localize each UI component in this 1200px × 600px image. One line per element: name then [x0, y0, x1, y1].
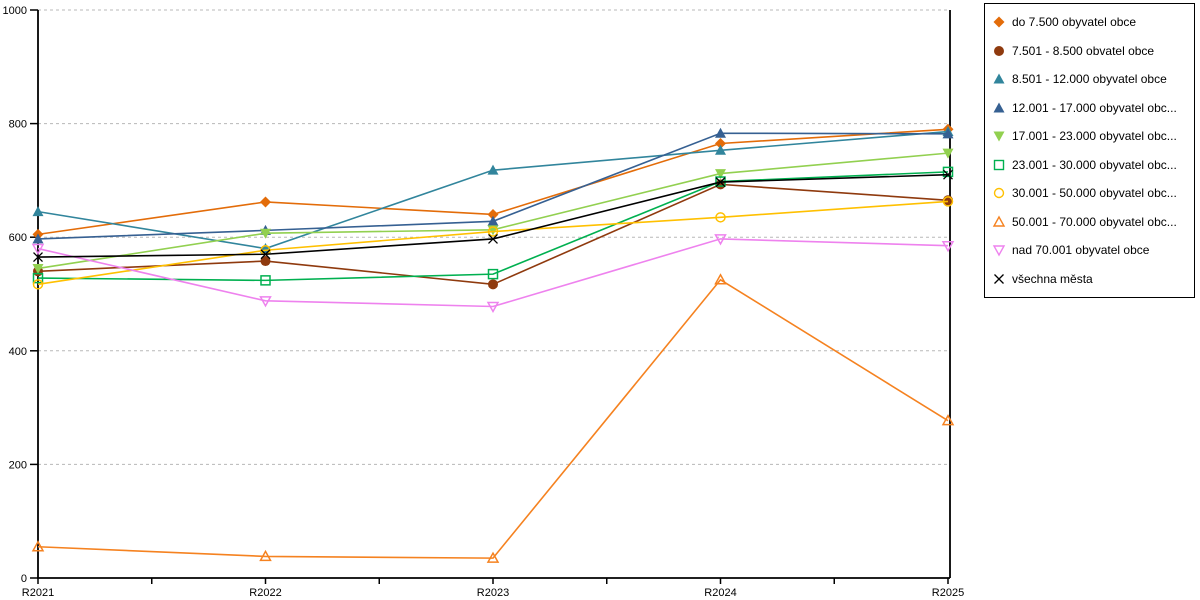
chart-legend: do 7.500 obyvatel obce 7.501 - 8.500 obva…: [984, 3, 1195, 298]
y-axis-tick-label: 200: [9, 459, 27, 471]
x-axis-tick-label: R2024: [704, 587, 736, 599]
x-axis-tick-label: R2023: [477, 587, 509, 599]
legend-item-label: všechna města: [1012, 271, 1093, 286]
circle-filled-legend-icon: [994, 45, 1004, 56]
legend-item-label: 23.001 - 30.000 obyvatel obc...: [1012, 157, 1177, 172]
legend-item: 7.501 - 8.500 obvatel obce: [992, 40, 1194, 62]
y-axis-tick-label: 800: [9, 119, 27, 131]
y-axis-tick-label: 600: [9, 232, 27, 244]
triangle-down-filled-legend-icon: [993, 131, 1005, 142]
y-axis-tick-label: 1000: [3, 5, 27, 17]
series-50-001-70-000-obyvatel-obc-: [31, 273, 955, 563]
legend-item-label: 50.001 - 70.000 obyvatel obc...: [1012, 214, 1177, 229]
legend-item-label: do 7.500 obyvatel obce: [1012, 15, 1137, 30]
square-open-legend-icon: [993, 159, 1005, 170]
legend-item-label: 7.501 - 8.500 obvatel obce: [1012, 43, 1155, 58]
legend-item: 12.001 - 17.000 obyvatel obc...: [992, 97, 1194, 119]
x-legend-icon: [994, 273, 1004, 284]
legend-item-label: 30.001 - 50.000 obyvatel obc...: [1012, 186, 1177, 201]
legend-item: 17.001 - 23.000 obyvatel obc...: [992, 125, 1194, 147]
y-axis-tick-label: 400: [9, 346, 27, 358]
legend-item: všechna města: [992, 268, 1194, 290]
legend-item-label: 8.501 - 12.000 obyvatel obce: [1012, 72, 1167, 87]
series-23-001-30-000-obyvatel-obc-: [32, 166, 954, 286]
series-nad-70-001-obyvatel-obce: [31, 234, 955, 314]
circle-open-legend-icon: [993, 188, 1005, 199]
x-axis-tick-label: R2022: [249, 587, 281, 599]
x-axis-tick-label: R2021: [22, 587, 54, 599]
x-axis-tick-label: R2025: [932, 587, 964, 599]
legend-item: 50.001 - 70.000 obyvatel obc...: [992, 211, 1194, 233]
legend-item: 23.001 - 30.000 obyvatel obc...: [992, 154, 1194, 176]
legend-item: 8.501 - 12.000 obyvatel obce: [992, 68, 1194, 90]
legend-item-label: 17.001 - 23.000 obyvatel obc...: [1012, 129, 1177, 144]
legend-item-label: nad 70.001 obyvatel obce: [1012, 243, 1150, 258]
legend-item: 30.001 - 50.000 obyvatel obc...: [992, 182, 1194, 204]
triangle-up-open-legend-icon: [992, 215, 1006, 227]
series-30-001-50-000-obyvatel-obc-: [32, 196, 954, 290]
series-v-echna-m-sta: [33, 169, 953, 263]
triangle-up-filled-legend-icon: [993, 102, 1005, 113]
legend-item-label: 12.001 - 17.000 obyvatel obc...: [1012, 100, 1177, 115]
legend-item: nad 70.001 obyvatel obce: [992, 239, 1194, 261]
triangle-up-filled-legend-icon: [993, 73, 1005, 84]
y-axis-tick-label: 0: [21, 573, 27, 585]
triangle-down-open-legend-icon: [992, 245, 1006, 257]
legend-item: do 7.500 obyvatel obce: [992, 11, 1194, 33]
diamond-filled-legend-icon: [993, 16, 1005, 28]
